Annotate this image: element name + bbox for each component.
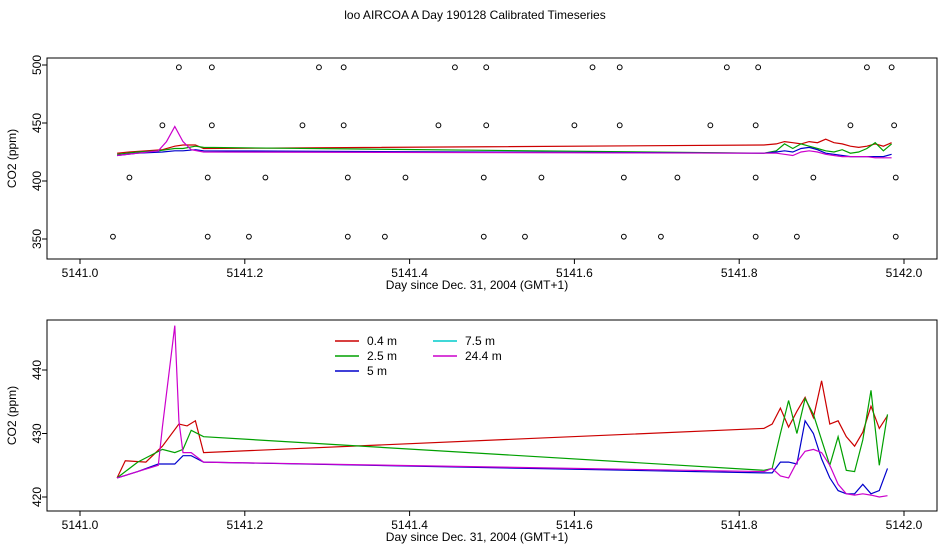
- plot-frame: [46, 57, 938, 260]
- scatter-point: [381, 233, 388, 240]
- scatter-point: [126, 174, 133, 181]
- scatter-point: [707, 122, 714, 129]
- scatter-point: [483, 122, 490, 129]
- series-line-24-4-m: [117, 125, 892, 159]
- scatter-point: [620, 174, 627, 181]
- y-tick-label: 350: [30, 229, 44, 249]
- legend-label: 7.5 m: [465, 334, 495, 348]
- scatter-point: [208, 64, 215, 71]
- scatter-point: [204, 174, 211, 181]
- x-tick-label: 5141.0: [62, 266, 99, 280]
- scatter-point: [674, 174, 681, 181]
- scatter-point: [435, 122, 442, 129]
- x-axis-label: Day since Dec. 31, 2004 (GMT+1): [386, 530, 568, 544]
- scatter-point: [847, 122, 854, 129]
- x-tick-label: 5141.2: [226, 518, 263, 532]
- x-tick-label: 5141.0: [62, 518, 99, 532]
- series-line-24-4-m: [116, 325, 888, 498]
- scatter-point: [204, 233, 211, 240]
- y-tick-label: 420: [30, 487, 44, 507]
- scatter-point: [810, 174, 817, 181]
- legend-label: 24.4 m: [465, 349, 502, 363]
- x-tick-label: 5141.8: [721, 266, 758, 280]
- scatter-point: [892, 174, 899, 181]
- scatter-point: [793, 233, 800, 240]
- scatter-point: [340, 122, 347, 129]
- scatter-point: [480, 174, 487, 181]
- scatter-point: [752, 174, 759, 181]
- legend-label: 5 m: [367, 364, 387, 378]
- y-tick-label: 430: [30, 423, 44, 443]
- x-tick-label: 5141.2: [226, 266, 263, 280]
- scatter-point: [344, 233, 351, 240]
- scatter-point: [864, 64, 870, 71]
- x-tick-label: 5141.8: [721, 518, 758, 532]
- scatter-point: [316, 64, 322, 71]
- scatter-point: [571, 122, 578, 129]
- scatter-point: [246, 233, 252, 240]
- x-tick-label: 5142.0: [886, 266, 923, 280]
- scatter-point: [752, 122, 759, 129]
- y-axis-label: CO2 (ppm): [5, 129, 19, 188]
- scatter-point: [892, 233, 899, 240]
- x-tick-label: 5141.4: [391, 266, 428, 280]
- scatter-point: [452, 64, 458, 71]
- scatter-point: [723, 64, 730, 71]
- scatter-point: [110, 233, 116, 240]
- series-line-2-5-m: [116, 390, 889, 479]
- x-tick-label: 5142.0: [886, 518, 923, 532]
- scatter-point: [522, 233, 528, 240]
- scatter-point: [891, 122, 898, 129]
- series-line-5-m: [116, 419, 889, 495]
- y-axis-label: CO2 (ppm): [5, 386, 19, 445]
- scatter-point: [175, 64, 182, 71]
- legend: 0.4 m2.5 m5 m 7.5 m24.4 m: [335, 334, 502, 378]
- scatter-point: [262, 174, 269, 181]
- scatter-point: [755, 64, 762, 71]
- scatter-point: [344, 174, 351, 181]
- panel-1: 5141.0 5141.2 5141.4 5141.6 5141.8 5142.0 Day …: [5, 55, 938, 292]
- series-line-0-4-m: [116, 380, 889, 479]
- scatter-point: [888, 64, 895, 71]
- x-axis-label: Day since Dec. 31, 2004 (GMT+1): [386, 278, 568, 292]
- scatter-point: [616, 122, 623, 129]
- chart-title: loo AIRCOA A Day 190128 Calibrated Times…: [344, 8, 606, 22]
- scatter-point: [299, 122, 306, 129]
- x-tick-label: 5141.6: [556, 266, 593, 280]
- scatter-point: [402, 174, 409, 181]
- y-tick-label: 440: [30, 360, 44, 380]
- series-line-0-4-m: [117, 138, 892, 154]
- series-line-2-5-m: [117, 141, 892, 155]
- scatter-point: [616, 64, 623, 71]
- scatter-point: [208, 122, 215, 129]
- scatter-point: [658, 233, 664, 240]
- scatter-point: [340, 64, 347, 71]
- legend-label: 2.5 m: [367, 349, 397, 363]
- scatter-point: [589, 64, 596, 71]
- scatter-point: [159, 122, 166, 129]
- y-tick-label: 450: [30, 113, 44, 133]
- x-tick-label: 5141.4: [391, 518, 428, 532]
- y-tick-label: 500: [30, 55, 44, 75]
- scatter-point: [620, 233, 627, 240]
- panel-2: 5141.0 5141.2 5141.4 5141.6 5141.8 5142.0 Day …: [5, 319, 938, 544]
- scatter-point: [483, 64, 490, 71]
- x-tick-label: 5141.6: [556, 518, 593, 532]
- plot-frame: [46, 319, 938, 512]
- y-tick-label: 400: [30, 171, 44, 191]
- scatter-point: [538, 174, 545, 181]
- scatter-point: [480, 233, 487, 240]
- legend-label: 0.4 m: [367, 334, 397, 348]
- scatter-point: [752, 233, 759, 240]
